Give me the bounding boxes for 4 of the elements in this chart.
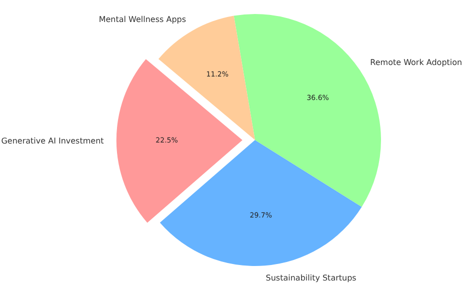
slice-label: Generative AI Investment [1, 136, 104, 146]
slice-label: Sustainability Startups [266, 273, 356, 282]
slice-label: Mental Wellness Apps [98, 14, 186, 24]
slice-label: Remote Work Adoption [370, 58, 462, 68]
